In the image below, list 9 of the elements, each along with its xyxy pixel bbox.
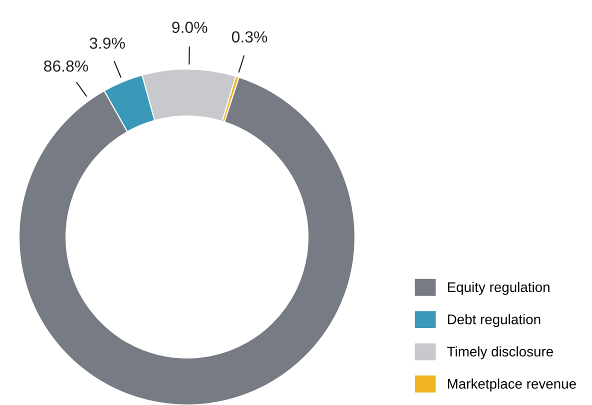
data-label: 0.3% [232,31,268,43]
legend-label: Equity regulation [448,282,550,295]
legend-label: Timely disclosure [447,346,553,360]
data-label: 9.0% [172,22,208,33]
legend-label: Marketplace revenue [448,378,576,392]
donut-slice [18,76,356,405]
data-label: 86.8% [44,60,88,72]
legend-label: Debt regulation [448,314,540,328]
data-label: 3.9% [90,38,125,49]
